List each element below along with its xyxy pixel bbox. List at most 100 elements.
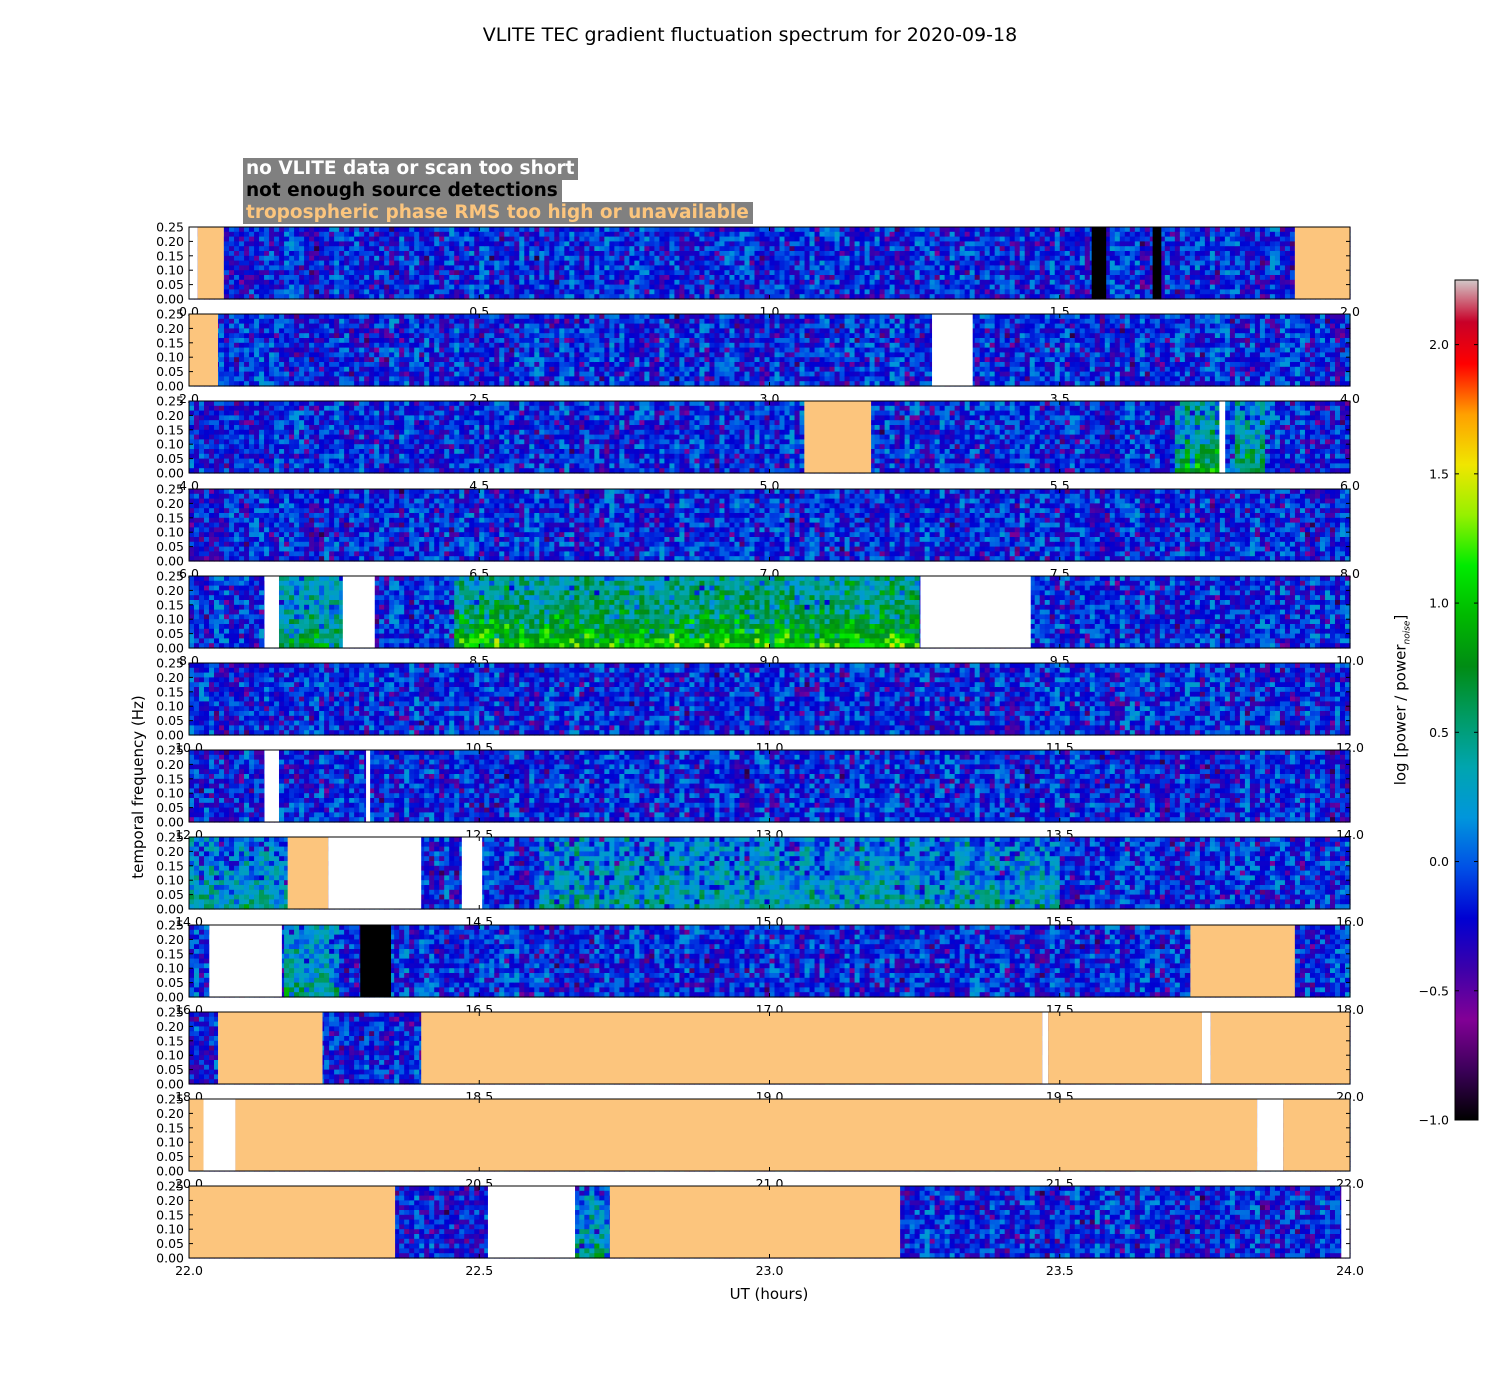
x-tick-label: 24.0 [1336, 1263, 1364, 1278]
mask-nodata [204, 1099, 236, 1171]
mask-nodata [1042, 1012, 1048, 1084]
mask-nodata [1257, 1099, 1283, 1171]
y-tick-label: 0.15 [156, 684, 184, 699]
panel-2: 0.000.050.100.150.200.254.0 4.5 5.0 5.5 6.0 [156, 394, 1360, 494]
y-tick-label: 0.15 [156, 422, 184, 437]
y-tick-label: 0.25 [156, 830, 184, 845]
mask-nodata [264, 576, 279, 648]
colorbar-tick-label: 1.0 [1429, 596, 1449, 611]
y-tick-label: 0.25 [156, 482, 184, 497]
y-tick-label: 0.15 [156, 1207, 184, 1222]
mask-nodata [932, 314, 973, 386]
mask-tropo [235, 1099, 1257, 1171]
y-tick-label: 0.10 [156, 873, 184, 888]
mask-nodata [1202, 1012, 1211, 1084]
y-tick-label: 0.15 [156, 510, 184, 525]
y-tick-label: 0.25 [156, 1179, 184, 1194]
y-tick-label: 0.05 [156, 1236, 184, 1251]
mask-tropo [288, 837, 329, 909]
y-tick-label: 0.05 [156, 626, 184, 641]
y-tick-label: 0.25 [156, 220, 184, 235]
panel-3: 0.000.050.100.150.200.256.0 6.5 7.0 7.5 8.0 [156, 482, 1360, 582]
y-tick-label: 0.25 [156, 743, 184, 758]
mask-tropo [1283, 1099, 1350, 1171]
panel-0: 0.000.050.100.150.200.250.0 0.5 1.0 1.5 2.0 [156, 220, 1360, 320]
mask-detect [360, 925, 391, 997]
mask-nodata [189, 227, 198, 299]
y-tick-label: 0.20 [156, 844, 184, 859]
mask-tropo [1190, 925, 1294, 997]
colorbar-tick-label: −0.5 [1419, 983, 1449, 998]
y-tick-label: 0.20 [156, 932, 184, 947]
y-tick-label: 0.15 [156, 858, 184, 873]
colorbar-tick-label: 2.0 [1429, 337, 1449, 352]
spectrum-chart: 0.000.050.100.150.200.250.0 0.5 1.0 1.5 2.00… [0, 0, 1500, 1400]
mask-tropo [1211, 1012, 1350, 1084]
y-tick-label: 0.25 [156, 918, 184, 933]
y-tick-label: 0.05 [156, 364, 184, 379]
mask-nodata [920, 576, 1030, 648]
mask-tropo [610, 1186, 900, 1258]
y-tick-label: 0.05 [156, 451, 184, 466]
y-tick-label: 0.15 [156, 771, 184, 786]
y-tick-label: 0.10 [156, 1048, 184, 1063]
x-tick-label: 23.5 [1046, 1263, 1074, 1278]
colorbar-tick-label: 0.5 [1429, 725, 1449, 740]
mask-nodata [264, 750, 279, 822]
mask-tropo [421, 1012, 1042, 1084]
y-tick-label: 0.25 [156, 394, 184, 409]
y-tick-label: 0.20 [156, 1193, 184, 1208]
x-tick-label: 23.0 [756, 1263, 784, 1278]
y-tick-label: 0.05 [156, 1149, 184, 1164]
y-tick-label: 0.10 [156, 525, 184, 540]
y-tick-label: 0.10 [156, 699, 184, 714]
x-tick-label: 22.5 [465, 1263, 493, 1278]
y-tick-label: 0.10 [156, 1135, 184, 1150]
mask-nodata [209, 925, 282, 997]
colorbar-tick-label: 1.5 [1429, 466, 1449, 481]
y-tick-label: 0.05 [156, 887, 184, 902]
mask-nodata [1341, 1186, 1350, 1258]
y-tick-label: 0.20 [156, 408, 184, 423]
y-tick-label: 0.20 [156, 583, 184, 598]
y-tick-label: 0.10 [156, 612, 184, 627]
y-tick-label: 0.05 [156, 975, 184, 990]
y-tick-label: 0.10 [156, 961, 184, 976]
mask-detect [1153, 227, 1162, 299]
y-tick-label: 0.20 [156, 496, 184, 511]
panel-4: 0.000.050.100.150.200.258.0 8.5 9.0 9.5 10.0 [156, 569, 1364, 669]
y-tick-label: 0.10 [156, 350, 184, 365]
mask-tropo [1295, 227, 1350, 299]
mask-tropo [804, 401, 871, 473]
mask-tropo [198, 227, 224, 299]
y-tick-label: 0.25 [156, 1005, 184, 1020]
y-tick-label: 0.05 [156, 1062, 184, 1077]
mask-tropo [218, 1012, 322, 1084]
mask-nodata [488, 1186, 575, 1258]
y-tick-label: 0.10 [156, 786, 184, 801]
y-tick-label: 0.25 [156, 307, 184, 322]
x-tick-label: 22.0 [175, 1263, 203, 1278]
y-tick-label: 0.15 [156, 597, 184, 612]
y-tick-label: 0.15 [156, 1120, 184, 1135]
y-tick-label: 0.20 [156, 321, 184, 336]
y-tick-label: 0.05 [156, 713, 184, 728]
y-tick-label: 0.20 [156, 757, 184, 772]
y-tick-label: 0.25 [156, 1092, 184, 1107]
y-tick-label: 0.20 [156, 670, 184, 685]
colorbar-tick-label: 0.0 [1429, 854, 1449, 869]
mask-nodata [343, 576, 375, 648]
y-tick-label: 0.25 [156, 656, 184, 671]
mask-nodata [462, 837, 482, 909]
y-tick-label: 0.15 [156, 946, 184, 961]
y-tick-label: 0.25 [156, 569, 184, 584]
mask-nodata [328, 837, 421, 909]
mask-tropo [189, 1099, 204, 1171]
y-tick-label: 0.20 [156, 1106, 184, 1121]
y-tick-label: 0.15 [156, 1033, 184, 1048]
